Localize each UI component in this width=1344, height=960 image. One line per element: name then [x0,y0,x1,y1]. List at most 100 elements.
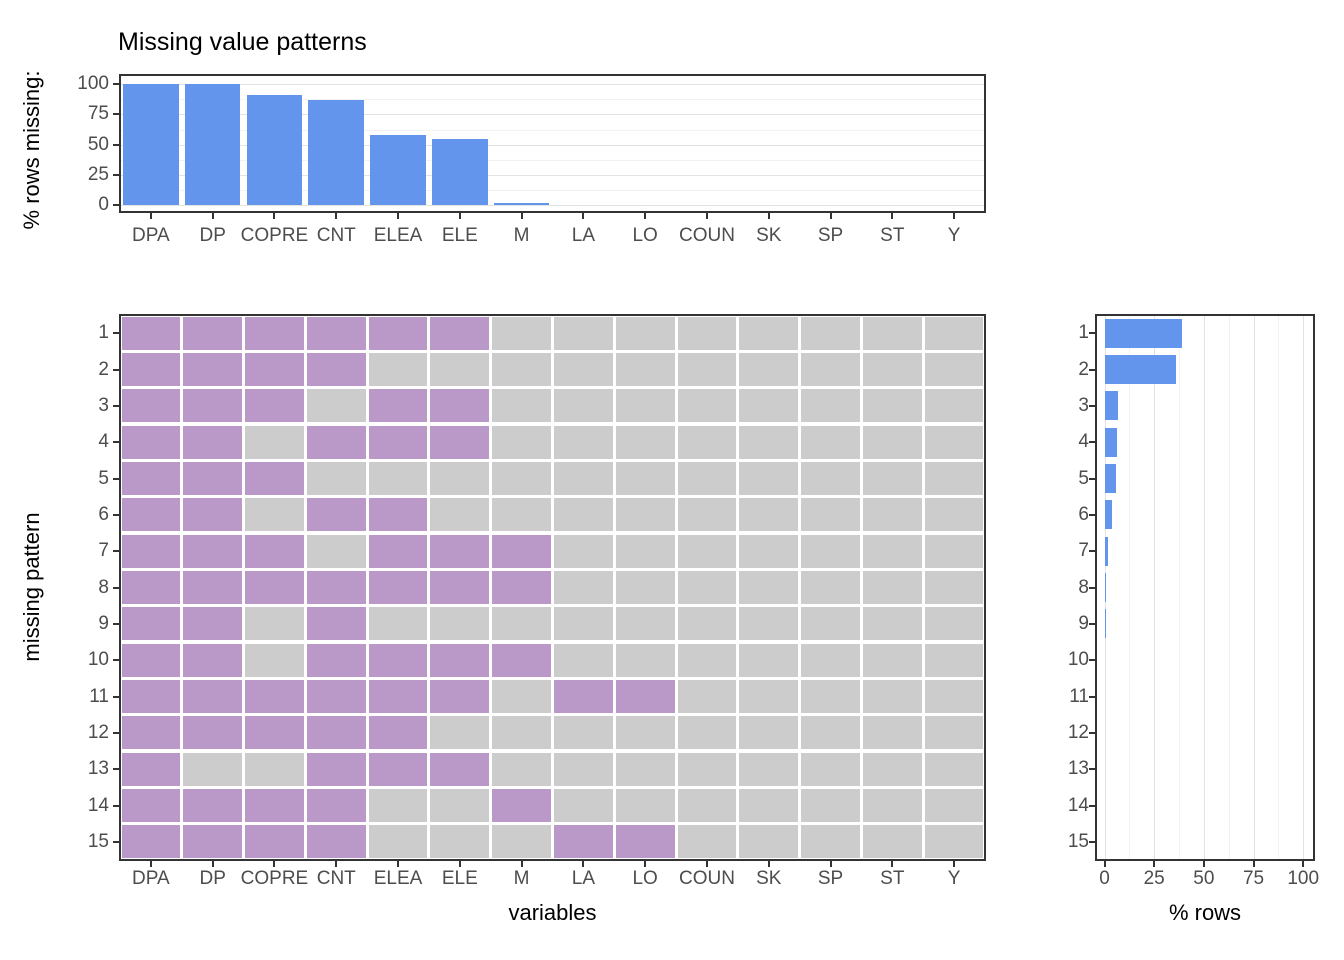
cell-p8-COUN [677,570,737,605]
main-x-tickmark [829,861,832,867]
top-major-gridline [121,84,984,86]
cell-p8-COPRE [245,570,304,605]
top-x-tick-label: SK [756,225,782,246]
top-x-tick-label: COUN [678,225,735,246]
main-y-tickmark [113,477,119,480]
cell-p10-Y [924,643,984,677]
cell-p13-ST [862,752,922,786]
cell-p8-M [492,570,551,605]
cell-p5-COUN [677,461,737,496]
top-minor-gridline [121,189,984,191]
main-y-tick-label: 10 [87,649,109,671]
cell-p2-COPRE [245,352,304,387]
cell-p15-DPA [121,825,181,859]
cell-p5-SK [739,461,799,496]
cell-p10-ST [862,643,922,677]
right-y-tick-label: 2 [1078,358,1089,380]
top-minor-gridline [121,159,984,161]
cell-p2-M [492,352,551,387]
top-x-tickmark [273,213,276,219]
cell-p3-ELE [430,389,490,423]
right-y-tick-label: 9 [1078,612,1089,634]
cell-p12-DP [183,716,243,750]
cell-p7-DPA [121,534,181,568]
cell-p9-DP [183,607,243,641]
main-y-tickmark [113,804,119,807]
top-x-tickmark [705,213,708,219]
right-y-tickmark [1089,768,1095,771]
cell-p14-DPA [121,788,181,823]
right-x-tick-label: 100 [1287,868,1320,889]
cell-p5-CNT [306,461,366,496]
cell-p4-Y [924,425,984,459]
right-y-tick-label: 7 [1078,540,1089,562]
right-y-tickmark [1089,368,1095,371]
cell-p9-M [492,607,551,641]
cell-p12-DPA [121,716,181,750]
right-y-tick-label: 3 [1078,394,1089,416]
main-x-tick-label: SP [817,868,844,889]
cell-p3-LA [554,389,613,423]
main-y-tick-label: 4 [98,431,109,453]
cell-p7-LA [554,534,613,568]
right-y-tickmark [1089,804,1095,807]
cell-p5-LA [554,461,613,496]
cell-p6-LO [615,498,675,532]
cell-p2-DP [183,352,243,387]
cell-p5-M [492,461,551,496]
cell-p8-SK [739,570,799,605]
cell-p12-ELEA [368,716,428,750]
cell-p13-ELE [430,752,490,786]
cell-p4-DPA [121,425,181,459]
cell-p6-M [492,498,551,532]
cell-p10-ELEA [368,643,428,677]
cell-p6-CNT [306,498,366,532]
top-minor-gridline [121,129,984,131]
right-bar-pattern-8 [1104,572,1106,603]
main-x-tickmark [705,861,708,867]
right-chart-panel-border [1095,314,1315,861]
cell-p12-SP [801,716,860,750]
cell-p10-SK [739,643,799,677]
cell-p1-DPA [121,316,181,350]
cell-p7-ELE [430,534,490,568]
cell-p12-LO [615,716,675,750]
cell-p13-SP [801,752,860,786]
top-x-tickmark [211,213,214,219]
top-y-tickmark [113,173,119,176]
cell-p2-ELEA [368,352,428,387]
cell-p11-COPRE [245,679,304,714]
cell-p5-LO [615,461,675,496]
cell-p15-M [492,825,551,859]
cell-p9-ST [862,607,922,641]
cell-p15-DP [183,825,243,859]
cell-p12-LA [554,716,613,750]
cell-p5-ELE [430,461,490,496]
cell-p11-CNT [306,679,366,714]
right-y-tickmark [1089,622,1095,625]
cell-p6-DPA [121,498,181,532]
top-x-tickmark [891,213,894,219]
cell-p11-M [492,679,551,714]
right-y-tick-label: 5 [1078,467,1089,489]
cell-p1-M [492,316,551,350]
cell-p7-DP [183,534,243,568]
cell-p4-LO [615,425,675,459]
right-y-tick-label: 14 [1067,794,1089,816]
cell-p13-Y [924,752,984,786]
main-x-tickmark [520,861,523,867]
cell-p10-LA [554,643,613,677]
right-x-tickmark [1202,861,1205,867]
top-x-tick-label: DPA [132,225,170,246]
cell-p3-DP [183,389,243,423]
right-bar-pattern-5 [1104,463,1117,494]
cell-p9-SK [739,607,799,641]
cell-p15-SP [801,825,860,859]
cell-p15-COPRE [245,825,304,859]
right-y-tickmark [1089,550,1095,553]
main-x-tick-label: CNT [316,868,356,889]
cell-p14-SK [739,788,799,823]
main-x-tickmark [582,861,585,867]
cell-p14-ST [862,788,922,823]
cell-p13-DPA [121,752,181,786]
